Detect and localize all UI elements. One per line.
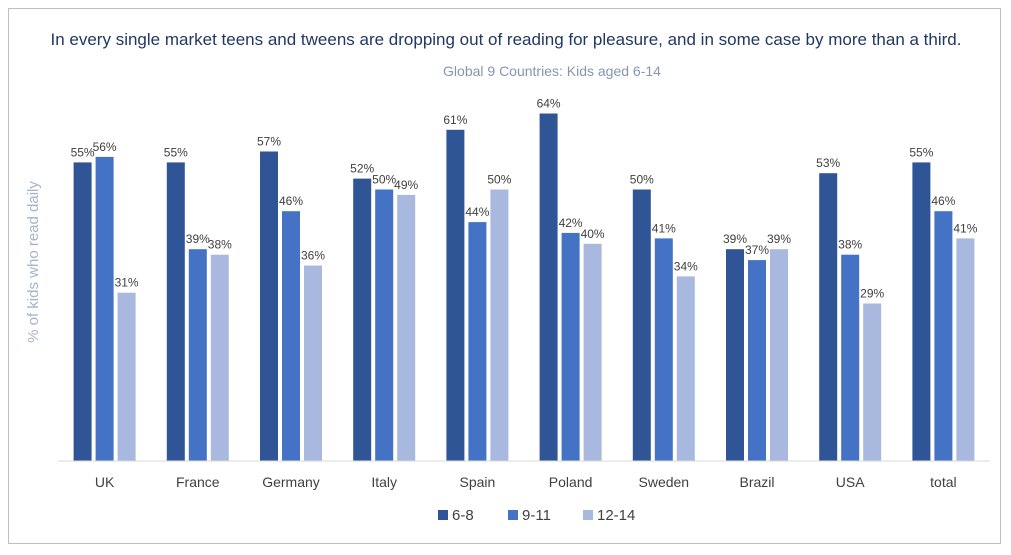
bar-italy-6-8 (353, 178, 372, 461)
data-labels-group: 55%56%31%55%39%38%57%46%36%52%50%49%61%4… (71, 97, 978, 301)
category-label-spain: Spain (459, 474, 495, 490)
data-label-poland-6-8: 64% (537, 97, 561, 111)
bar-brazil-9-11 (748, 260, 766, 461)
bar-uk-12-14 (117, 292, 136, 461)
data-label-usa-9-11: 38% (838, 238, 862, 252)
data-label-spain-9-11: 44% (465, 205, 489, 219)
data-label-spain-6-8: 61% (443, 113, 467, 127)
category-label-sweden: Sweden (639, 474, 690, 490)
bar-uk-6-8 (73, 162, 92, 461)
category-label-usa: USA (836, 474, 865, 490)
data-label-uk-6-8: 55% (71, 145, 95, 159)
data-label-france-6-8: 55% (164, 145, 188, 159)
bar-italy-9-11 (375, 189, 394, 461)
category-labels-group: UK France Germany Italy Spain Poland Sweden Bra… (95, 474, 957, 490)
bar-total-9-11 (934, 211, 953, 461)
data-label-usa-6-8: 53% (816, 156, 840, 170)
y-axis-label: % of kids who read daily (25, 181, 42, 343)
data-label-italy-9-11: 50% (372, 173, 396, 187)
data-label-spain-12-14: 50% (487, 173, 511, 187)
bar-uk-9-11 (95, 156, 114, 461)
data-label-poland-12-14: 40% (581, 227, 605, 241)
bar-spain-9-11 (468, 222, 487, 461)
category-label-uk: UK (95, 474, 115, 490)
data-label-italy-6-8: 52% (350, 162, 374, 176)
bar-total-12-14 (956, 238, 975, 461)
data-label-germany-6-8: 57% (257, 135, 281, 149)
data-label-italy-12-14: 49% (394, 178, 418, 192)
data-label-total-12-14: 41% (953, 221, 977, 235)
bar-sweden-6-8 (632, 189, 651, 461)
data-label-france-12-14: 38% (208, 238, 232, 252)
bar-poland-9-11 (561, 232, 580, 461)
data-label-brazil-9-11: 37% (745, 243, 769, 257)
bar-usa-9-11 (841, 254, 860, 461)
data-label-total-9-11: 46% (931, 194, 955, 208)
data-label-uk-9-11: 56% (93, 140, 117, 154)
data-label-sweden-6-8: 50% (630, 173, 654, 187)
data-label-usa-12-14: 29% (860, 287, 884, 301)
bar-brazil-6-8 (726, 249, 744, 461)
data-label-brazil-6-8: 39% (723, 232, 747, 246)
category-label-poland: Poland (549, 474, 593, 490)
legend-label-9-11: 9-11 (522, 507, 551, 524)
data-label-germany-12-14: 36% (301, 249, 325, 263)
data-label-poland-9-11: 42% (559, 216, 583, 230)
bar-sweden-9-11 (654, 238, 673, 461)
bar-usa-12-14 (863, 303, 882, 461)
category-label-italy: Italy (371, 474, 397, 490)
legend-label-6-8: 6-8 (452, 507, 474, 524)
legend-swatch-6-8 (438, 510, 448, 520)
chart-title: In every single market teens and tweens … (51, 30, 962, 49)
data-label-uk-12-14: 31% (115, 276, 139, 290)
bar-poland-12-14 (583, 243, 602, 461)
bar-spain-6-8 (446, 129, 465, 462)
bar-france-6-8 (166, 162, 185, 461)
bar-poland-6-8 (539, 113, 558, 461)
legend-swatch-12-14 (583, 510, 593, 520)
data-label-total-6-8: 55% (909, 145, 933, 159)
data-label-sweden-9-11: 41% (652, 221, 676, 235)
data-label-france-9-11: 39% (186, 232, 210, 246)
category-label-brazil: Brazil (739, 474, 774, 490)
category-label-france: France (176, 474, 220, 490)
data-label-sweden-12-14: 34% (674, 259, 698, 273)
bar-sweden-12-14 (676, 276, 695, 461)
category-label-germany: Germany (262, 474, 320, 490)
bar-spain-12-14 (490, 189, 509, 461)
bars-group (73, 113, 975, 462)
bar-germany-6-8 (260, 151, 278, 461)
bar-france-9-11 (188, 249, 207, 461)
bar-france-12-14 (210, 254, 229, 461)
data-label-brazil-12-14: 39% (767, 232, 791, 246)
chart-subtitle: Global 9 Countries: Kids aged 6-14 (443, 63, 661, 79)
legend: 6-8 9-11 12-14 (438, 507, 635, 524)
legend-label-12-14: 12-14 (597, 507, 635, 524)
bar-italy-12-14 (397, 194, 416, 461)
bar-brazil-12-14 (770, 249, 788, 461)
bar-germany-9-11 (282, 211, 300, 461)
bar-usa-6-8 (819, 173, 838, 461)
bar-total-6-8 (912, 162, 931, 461)
legend-swatch-9-11 (508, 510, 518, 520)
data-label-germany-9-11: 46% (279, 194, 303, 208)
bar-germany-12-14 (304, 265, 322, 461)
category-label-total: total (930, 474, 956, 490)
